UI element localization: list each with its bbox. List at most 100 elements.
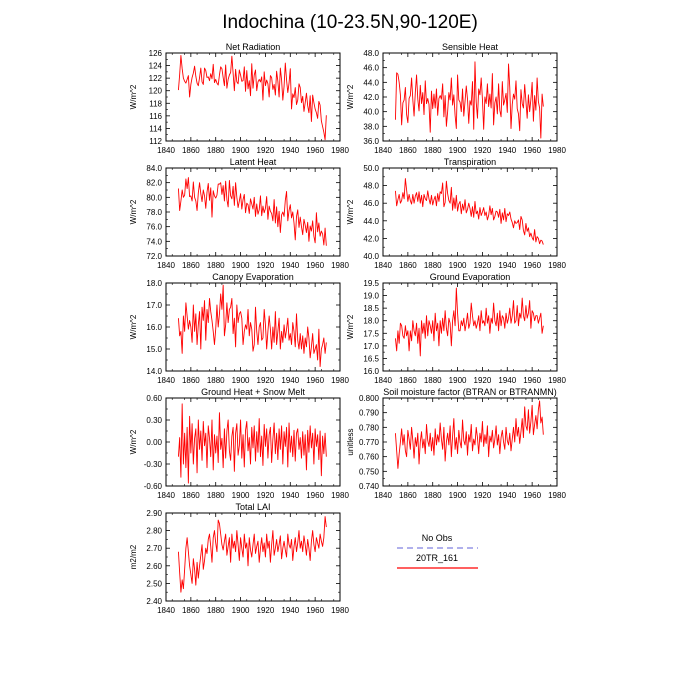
- y-tick-label: 14.0: [146, 367, 162, 376]
- x-tick-label: 1980: [548, 261, 566, 270]
- y-tick-label: 0.780: [359, 423, 380, 432]
- x-tick-label: 1980: [331, 606, 349, 615]
- chart-panel: Soil moisture factor (BTRAN or BTRANMN) 1…: [346, 387, 566, 500]
- x-tick-label: 1900: [449, 491, 467, 500]
- x-tick-label: 1840: [374, 376, 392, 385]
- y-tick-label: 112: [149, 137, 162, 146]
- series-line-20tr-161: [177, 55, 327, 141]
- y-tick-label: 0.750: [359, 467, 380, 476]
- x-tick-label: 1940: [498, 491, 516, 500]
- x-tick-label: 1920: [257, 606, 275, 615]
- x-tick-label: 1980: [331, 261, 349, 270]
- y-tick-label: 44.0: [363, 217, 379, 226]
- x-tick-label: 1940: [281, 146, 299, 155]
- y-tick-label: 82.0: [146, 179, 162, 188]
- legend-label-20tr-161: 20TR_161: [416, 553, 458, 563]
- y-tick-label: 40.0: [363, 108, 379, 117]
- y-tick-label: -0.30: [144, 460, 163, 469]
- panel-title: Ground Heat + Snow Melt: [201, 387, 305, 397]
- x-tick-label: 1920: [257, 261, 275, 270]
- x-tick-label: 1860: [399, 491, 417, 500]
- y-tick-label: 0.770: [359, 438, 380, 447]
- y-axis-label: W/m^2: [129, 199, 138, 224]
- x-tick-label: 1840: [157, 146, 175, 155]
- x-tick-label: 1860: [182, 376, 200, 385]
- y-tick-label: 78.0: [146, 208, 162, 217]
- x-tick-label: 1960: [306, 376, 324, 385]
- chart-panel: Sensible Heat 1840 1860 1880 1900 1920 1940 196…: [346, 42, 566, 155]
- y-tick-label: 2.70: [146, 544, 162, 553]
- y-tick-label: 124: [149, 62, 163, 71]
- y-axis-label: W/m^2: [346, 84, 355, 109]
- legend-label-no-obs: No Obs: [422, 533, 453, 543]
- x-tick-label: 1960: [306, 606, 324, 615]
- y-tick-label: 118: [149, 99, 162, 108]
- x-tick-label: 1900: [449, 376, 467, 385]
- x-tick-label: 1900: [449, 146, 467, 155]
- x-tick-label: 1960: [523, 376, 541, 385]
- x-tick-label: 1880: [207, 606, 225, 615]
- y-axis-label: W/m^2: [129, 84, 138, 109]
- panel-title: Sensible Heat: [442, 42, 499, 52]
- x-tick-label: 1880: [207, 491, 225, 500]
- x-tick-label: 1920: [257, 376, 275, 385]
- plot-frame: [382, 397, 558, 487]
- x-tick-label: 1940: [498, 376, 516, 385]
- y-tick-label: 46.0: [363, 199, 379, 208]
- x-tick-label: 1900: [232, 491, 250, 500]
- x-tick-label: 1920: [474, 146, 492, 155]
- x-tick-label: 1900: [232, 146, 250, 155]
- y-tick-label: 16.5: [363, 354, 379, 363]
- x-tick-label: 1840: [157, 261, 175, 270]
- y-tick-label: 114: [149, 124, 162, 133]
- plot-frame: [165, 397, 341, 487]
- x-tick-label: 1920: [257, 146, 275, 155]
- x-tick-label: 1940: [498, 261, 516, 270]
- panel-title: Canopy Evaporation: [212, 272, 294, 282]
- plot-frame: [165, 282, 341, 372]
- y-tick-label: 44.0: [363, 78, 379, 87]
- y-tick-label: 0.60: [146, 394, 162, 403]
- y-axis-label: unitless: [346, 428, 355, 455]
- y-tick-label: 48.0: [363, 182, 379, 191]
- x-tick-label: 1880: [207, 376, 225, 385]
- y-tick-label: 18.5: [363, 304, 379, 313]
- y-tick-label: 42.0: [363, 93, 379, 102]
- plot-frame: [382, 52, 558, 142]
- figure-title: Indochina (10-23.5N,90-120E): [222, 12, 478, 33]
- x-tick-label: 1860: [182, 606, 200, 615]
- panel-title: Latent Heat: [230, 157, 277, 167]
- y-tick-label: 19.0: [363, 292, 379, 301]
- y-tick-label: 120: [149, 87, 163, 96]
- y-tick-label: 2.50: [146, 579, 162, 588]
- y-tick-label: 16.0: [146, 323, 162, 332]
- x-tick-label: 1860: [182, 261, 200, 270]
- y-tick-label: 46.0: [363, 64, 379, 73]
- y-tick-label: 2.90: [146, 509, 162, 518]
- series-line-20tr-161: [177, 177, 327, 246]
- y-tick-label: 72.0: [146, 252, 162, 261]
- series-line-20tr-161: [394, 178, 544, 245]
- x-tick-label: 1940: [281, 606, 299, 615]
- y-tick-label: 0.740: [359, 482, 380, 491]
- x-tick-label: 1900: [232, 376, 250, 385]
- x-tick-label: 1860: [399, 146, 417, 155]
- plot-frame: [382, 282, 558, 372]
- y-tick-label: 126: [149, 49, 163, 58]
- x-tick-label: 1980: [331, 491, 349, 500]
- x-tick-label: 1960: [306, 491, 324, 500]
- panel-title: Net Radiation: [226, 42, 281, 52]
- y-tick-label: 42.0: [363, 234, 379, 243]
- y-tick-label: 0.00: [146, 438, 162, 447]
- y-axis-label: W/m^2: [346, 199, 355, 224]
- panel-title: Total LAI: [235, 502, 270, 512]
- plot-frame: [165, 52, 341, 142]
- x-tick-label: 1940: [281, 491, 299, 500]
- x-tick-label: 1840: [374, 491, 392, 500]
- x-tick-label: 1860: [399, 261, 417, 270]
- y-tick-label: 122: [149, 74, 163, 83]
- series-line-20tr-161: [394, 61, 544, 139]
- series-line-20tr-161: [394, 287, 544, 357]
- x-tick-label: 1920: [474, 376, 492, 385]
